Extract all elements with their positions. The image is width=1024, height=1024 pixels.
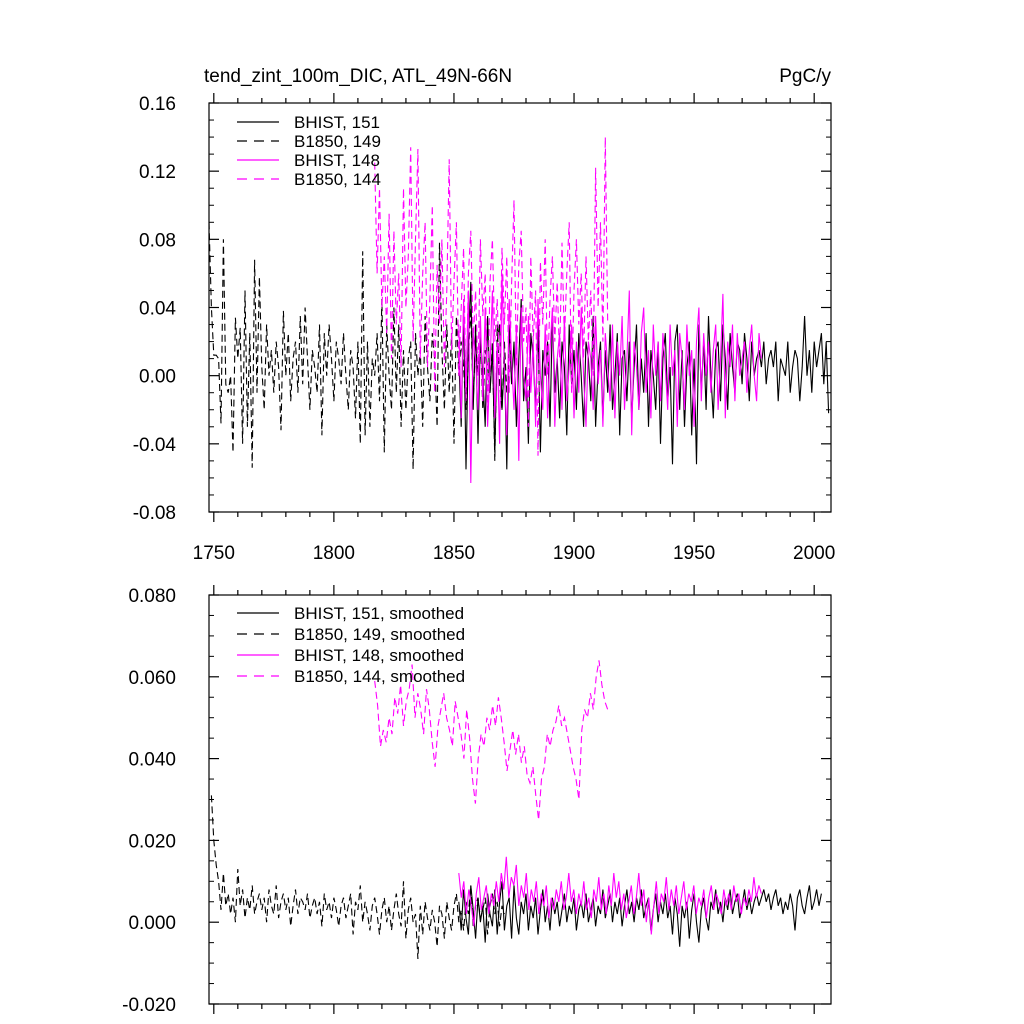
legend-label: BHIST, 151, smoothed — [294, 604, 464, 623]
y-tick-label: 0.08 — [139, 230, 176, 251]
y-tick-label: 0.080 — [128, 586, 176, 607]
legend-label: BHIST, 148, smoothed — [294, 646, 464, 665]
x-tick-label: 1900 — [553, 543, 595, 564]
y-tick-label: 0.040 — [128, 750, 176, 771]
series-line-1 — [458, 281, 830, 470]
units-label: PgC/y — [779, 66, 831, 87]
y-tick-label: 0.000 — [128, 913, 176, 934]
y-tick-label: -0.08 — [133, 503, 176, 524]
series-group — [210, 660, 822, 960]
x-tick-label: 2000 — [793, 543, 835, 564]
y-tick-label: -0.04 — [133, 435, 177, 456]
y-tick-label: 0.020 — [128, 831, 176, 852]
bottom-panel: -0.020 0.000 0.020 0.040 0.060 0.080 BHIST, 15… — [122, 585, 832, 1016]
x-tick-label: 1750 — [193, 543, 235, 564]
y-tick-label: 0.00 — [139, 367, 176, 388]
legend-label: BHIST, 151 — [294, 113, 380, 132]
series-line-3 — [458, 273, 762, 484]
y-tick-label: -0.020 — [122, 995, 176, 1016]
y-tick-label: 0.04 — [139, 299, 176, 320]
y-tick-label: 0.060 — [128, 668, 176, 689]
y-tick-label: 0.16 — [139, 94, 176, 115]
x-tick-label: 1800 — [313, 543, 355, 564]
legend-label: B1850, 144, smoothed — [294, 667, 465, 686]
series-line-4 — [374, 660, 609, 821]
top-panel: -0.08 -0.04 0.00 0.04 0.08 0.12 0.16 1750 1800 18… — [133, 66, 836, 564]
legend-label: BHIST, 148 — [294, 151, 380, 170]
series-line-2 — [210, 795, 505, 960]
legend-label: B1850, 149, smoothed — [294, 625, 465, 644]
series-line-1 — [458, 881, 822, 947]
x-tick-label: 1850 — [433, 543, 475, 564]
series-line-4 — [374, 137, 609, 456]
legend-label: B1850, 149 — [294, 132, 381, 151]
series-line-2 — [209, 222, 508, 470]
chart-title: tend_zint_100m_DIC, ATL_49N-66N — [204, 66, 512, 87]
series-line-3 — [458, 856, 762, 935]
x-tick-label: 1950 — [673, 543, 715, 564]
y-tick-label: 0.12 — [139, 162, 176, 183]
legend-label: B1850, 144 — [294, 170, 381, 189]
series-group — [209, 137, 830, 484]
